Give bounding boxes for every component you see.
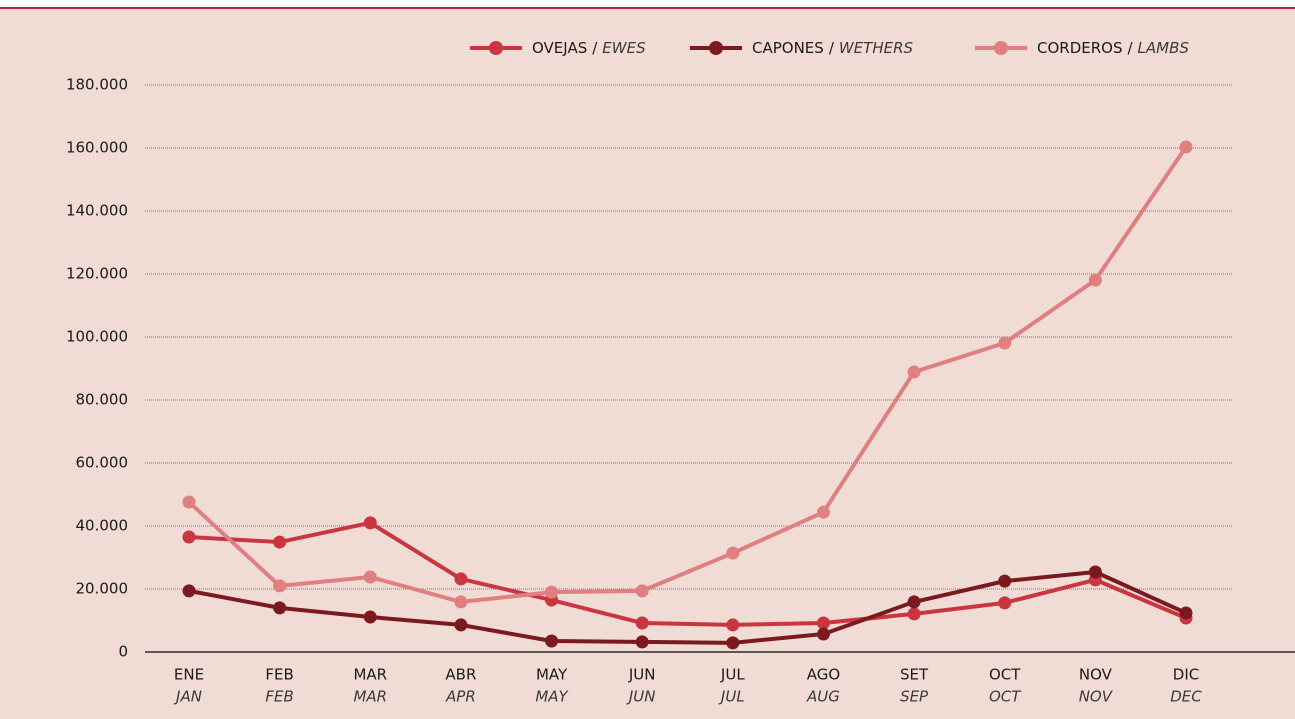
data-point	[635, 635, 649, 649]
data-point	[635, 616, 649, 630]
x-tick-translation: JUL	[718, 688, 745, 706]
y-tick-label: 60.000	[76, 454, 129, 472]
legend-translation: WETHERS	[839, 39, 914, 57]
x-tick-translation: FEB	[265, 688, 293, 706]
legend-label: CAPONES / WETHERS	[752, 39, 914, 57]
data-point	[182, 584, 196, 598]
data-point	[363, 516, 377, 530]
data-point	[273, 535, 287, 549]
y-tick-label: 0	[118, 643, 128, 661]
data-point	[907, 607, 921, 621]
y-tick-label: 40.000	[76, 517, 129, 535]
x-tick-label: ABR	[445, 666, 476, 684]
x-tick-label: MAY	[536, 666, 568, 684]
data-point	[998, 336, 1012, 350]
x-tick-translation: APR	[445, 688, 476, 706]
data-point	[816, 627, 830, 641]
data-point	[998, 574, 1012, 588]
data-point	[726, 636, 740, 650]
x-tick-translation: AUG	[806, 688, 840, 706]
legend-separator: /	[829, 39, 835, 57]
y-tick-label: 160.000	[66, 139, 128, 157]
legend-separator: /	[1127, 39, 1133, 57]
data-point	[182, 530, 196, 544]
y-tick-label: 140.000	[66, 202, 128, 220]
legend-label: OVEJAS / EWES	[532, 39, 646, 57]
legend-name: CAPONES	[752, 39, 824, 57]
data-point	[1179, 606, 1193, 620]
series-line	[188, 520, 1187, 627]
y-tick-label: 180.000	[66, 76, 128, 94]
y-tick-label: 80.000	[76, 391, 129, 409]
data-point	[454, 595, 468, 609]
x-tick-translation: MAY	[535, 688, 569, 706]
legend-name: CORDEROS	[1037, 39, 1122, 57]
x-tick-translation: SEP	[900, 688, 929, 706]
x-tick-label: FEB	[265, 666, 293, 684]
data-point	[1179, 140, 1193, 154]
data-point	[182, 495, 196, 509]
x-tick-label: MAR	[353, 666, 387, 684]
data-point	[273, 579, 287, 593]
data-point	[726, 618, 740, 632]
data-point	[454, 618, 468, 632]
data-point	[907, 365, 921, 379]
x-tick-translation: JAN	[173, 688, 202, 706]
legend-swatch-dot	[489, 41, 503, 55]
legend-separator: /	[592, 39, 598, 57]
y-tick-label: 20.000	[76, 580, 129, 598]
legend-swatch-dot	[709, 41, 723, 55]
x-tick-label: DIC	[1173, 666, 1199, 684]
data-point	[545, 585, 559, 599]
x-tick-label: OCT	[989, 666, 1021, 684]
data-point	[816, 616, 830, 630]
x-tick-translation: JUN	[626, 688, 656, 706]
x-tick-translation: MAR	[353, 688, 387, 706]
data-point	[273, 601, 287, 615]
data-point	[726, 546, 740, 560]
y-tick-label: 100.000	[66, 328, 128, 346]
legend-label: CORDEROS / LAMBS	[1037, 39, 1189, 57]
data-point	[635, 584, 649, 598]
plot-background	[0, 9, 1295, 719]
x-tick-label: JUN	[628, 666, 656, 684]
legend-name: OVEJAS	[532, 39, 587, 57]
x-tick-label: AGO	[807, 666, 840, 684]
legend-translation: LAMBS	[1138, 39, 1190, 57]
x-tick-label: JUL	[720, 666, 745, 684]
data-point	[363, 610, 377, 624]
legend-translation: EWES	[602, 39, 646, 57]
data-point	[454, 572, 468, 586]
x-tick-translation: NOV	[1079, 688, 1114, 706]
x-tick-label: SET	[900, 666, 929, 684]
x-tick-label: NOV	[1079, 666, 1113, 684]
data-point	[816, 505, 830, 519]
data-point	[998, 596, 1012, 610]
y-tick-label: 120.000	[66, 265, 128, 283]
data-point	[545, 634, 559, 648]
series-line	[187, 145, 1188, 604]
series-line	[188, 569, 1187, 645]
data-point	[363, 570, 377, 584]
data-point	[1088, 565, 1102, 579]
data-point	[1088, 273, 1102, 287]
x-tick-label: ENE	[174, 666, 204, 684]
x-tick-translation: DEC	[1170, 688, 1202, 706]
x-tick-translation: OCT	[989, 688, 1022, 706]
data-point	[907, 595, 921, 609]
legend-swatch-dot	[994, 41, 1008, 55]
